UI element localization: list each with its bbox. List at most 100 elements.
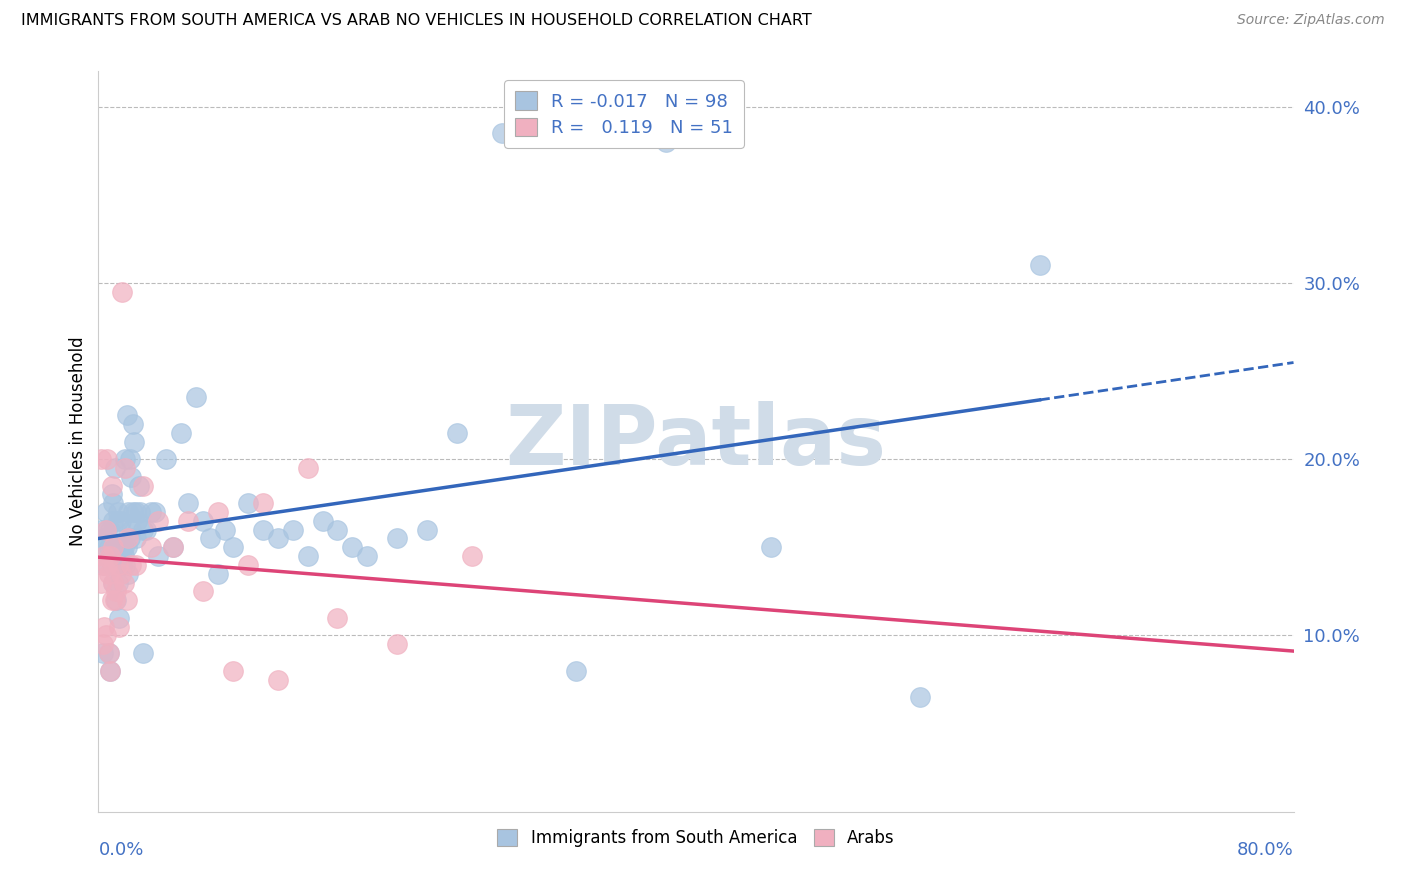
Point	[94, 541, 117, 555]
Point	[117, 532, 139, 546]
Point	[125, 505, 148, 519]
Point	[148, 549, 170, 563]
Point	[267, 673, 290, 687]
Point	[94, 505, 117, 519]
Point	[107, 505, 129, 519]
Point	[184, 391, 207, 405]
Point	[120, 470, 142, 484]
Point	[236, 558, 259, 572]
Point	[118, 532, 141, 546]
Point	[207, 566, 229, 581]
Point	[162, 541, 184, 555]
Point	[111, 558, 134, 572]
Point	[108, 611, 131, 625]
Point	[115, 408, 138, 422]
Point	[101, 478, 124, 492]
Point	[105, 584, 128, 599]
Point	[177, 496, 200, 510]
Point	[111, 285, 134, 299]
Point	[101, 593, 124, 607]
Point	[90, 575, 112, 590]
Point	[139, 541, 162, 555]
Point	[115, 593, 138, 607]
Point	[103, 514, 125, 528]
Point	[169, 425, 191, 440]
Point	[98, 549, 122, 563]
Point	[655, 135, 678, 149]
Point	[127, 514, 149, 528]
Point	[342, 541, 364, 555]
Point	[491, 126, 513, 140]
Point	[252, 523, 274, 537]
Point	[121, 417, 143, 431]
Point	[117, 505, 139, 519]
Text: Source: ZipAtlas.com: Source: ZipAtlas.com	[1237, 13, 1385, 28]
Point	[114, 452, 136, 467]
Point	[297, 549, 319, 563]
Point	[191, 584, 214, 599]
Point	[98, 523, 122, 537]
Point	[177, 514, 200, 528]
Point	[97, 646, 120, 660]
Point	[112, 541, 135, 555]
Point	[97, 566, 120, 581]
Point	[110, 541, 132, 555]
Point	[124, 434, 146, 449]
Point	[96, 523, 118, 537]
Point	[97, 541, 120, 555]
Point	[94, 523, 117, 537]
Text: 0.0%: 0.0%	[98, 841, 143, 859]
Point	[281, 523, 304, 537]
Point	[267, 532, 290, 546]
Point	[385, 637, 409, 651]
Point	[114, 461, 136, 475]
Point	[139, 505, 162, 519]
Point	[222, 541, 245, 555]
Point	[200, 532, 222, 546]
Point	[93, 620, 115, 634]
Point	[132, 523, 155, 537]
Point	[104, 541, 127, 555]
Point	[107, 558, 129, 572]
Point	[96, 452, 118, 467]
Point	[105, 549, 128, 563]
Point	[90, 523, 112, 537]
Point	[121, 505, 143, 519]
Point	[110, 549, 132, 563]
Point	[111, 541, 134, 555]
Point	[132, 478, 155, 492]
Point	[91, 637, 114, 651]
Point	[91, 558, 114, 572]
Point	[446, 425, 468, 440]
Point	[759, 541, 782, 555]
Point	[108, 620, 131, 634]
Point	[326, 611, 349, 625]
Point	[129, 505, 152, 519]
Point	[148, 514, 170, 528]
Point	[90, 452, 112, 467]
Point	[118, 452, 141, 467]
Point	[103, 496, 125, 510]
Point	[125, 532, 148, 546]
Point	[207, 505, 229, 519]
Point	[252, 496, 274, 510]
Point	[94, 628, 117, 642]
Point	[104, 593, 127, 607]
Point	[93, 549, 115, 563]
Point	[143, 505, 166, 519]
Point	[222, 664, 245, 678]
Point	[103, 575, 125, 590]
Point	[108, 558, 131, 572]
Point	[103, 575, 125, 590]
Point	[191, 514, 214, 528]
Point	[461, 549, 484, 563]
Point	[214, 523, 236, 537]
Y-axis label: No Vehicles in Household: No Vehicles in Household	[69, 336, 87, 547]
Point	[104, 461, 127, 475]
Text: 80.0%: 80.0%	[1237, 841, 1294, 859]
Point	[103, 541, 125, 555]
Point	[114, 558, 136, 572]
Point	[112, 549, 135, 563]
Point	[128, 478, 150, 492]
Point	[135, 523, 157, 537]
